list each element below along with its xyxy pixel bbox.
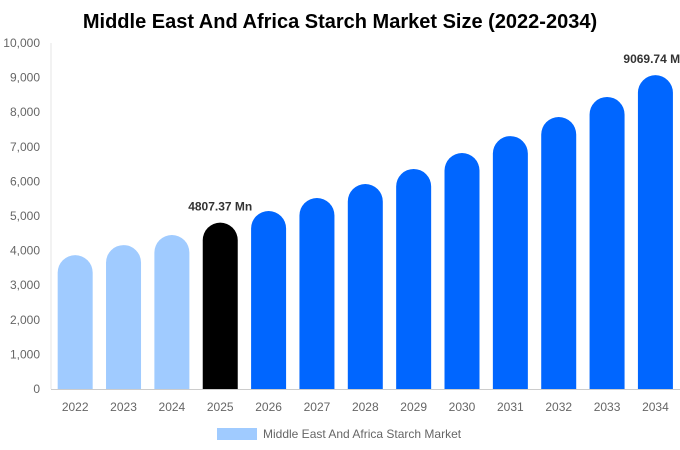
bar-2026[interactable] <box>251 210 287 389</box>
x-tick-label: 2033 <box>594 400 621 414</box>
bar-2024[interactable] <box>154 235 190 389</box>
y-tick-label: 4,000 <box>10 244 40 258</box>
bar-2022[interactable] <box>57 255 93 389</box>
x-tick-label: 2025 <box>207 400 234 414</box>
y-tick-label: 10,000 <box>3 36 40 50</box>
data-label-2034: 9069.74 Mn <box>623 52 680 66</box>
x-tick-label: 2027 <box>304 400 331 414</box>
data-labels: 4807.37 Mn 9069.74 Mn <box>188 52 680 213</box>
x-tick-label: 2028 <box>352 400 379 414</box>
data-label-2025: 4807.37 Mn <box>188 200 252 214</box>
y-tick-label: 1,000 <box>10 347 40 361</box>
legend-label: Middle East And Africa Starch Market <box>263 427 462 441</box>
bar-2027[interactable] <box>299 198 335 389</box>
bar-2032[interactable] <box>541 117 577 389</box>
legend[interactable]: Middle East And Africa Starch Market <box>217 427 462 441</box>
bar-2031[interactable] <box>492 136 528 389</box>
bar-2025[interactable] <box>202 222 238 389</box>
x-tick-label: 2034 <box>642 400 669 414</box>
bar-2033[interactable] <box>589 96 625 389</box>
bar-2030[interactable] <box>444 153 480 389</box>
x-axis: 2022 2023 2024 2025 2026 2027 2028 2029 2030 2031… <box>51 389 680 414</box>
x-tick-label: 2031 <box>497 400 524 414</box>
bar-2023[interactable] <box>106 245 142 389</box>
bar-2028[interactable] <box>347 183 383 389</box>
y-tick-label: 7,000 <box>10 140 40 154</box>
y-tick-label: 5,000 <box>10 209 40 223</box>
y-tick-label: 8,000 <box>10 105 40 119</box>
y-axis: 0 1,000 2,000 3,000 4,000 5,000 6,000 7,000 8,00… <box>3 36 52 396</box>
x-tick-label: 2032 <box>545 400 572 414</box>
x-tick-label: 2026 <box>255 400 282 414</box>
bars <box>57 75 673 389</box>
y-tick-label: 6,000 <box>10 174 40 188</box>
chart-title: Middle East And Africa Starch Market Siz… <box>83 11 597 33</box>
bar-2034[interactable] <box>637 75 673 389</box>
x-tick-label: 2023 <box>110 400 137 414</box>
legend-swatch <box>217 428 257 440</box>
y-tick-label: 3,000 <box>10 278 40 292</box>
y-tick-label: 2,000 <box>10 313 40 327</box>
bar-2029[interactable] <box>396 168 432 389</box>
y-tick-label: 0 <box>33 382 40 396</box>
x-tick-label: 2024 <box>159 400 186 414</box>
x-tick-label: 2022 <box>62 400 89 414</box>
x-tick-label: 2029 <box>400 400 427 414</box>
x-tick-label: 2030 <box>449 400 476 414</box>
y-tick-label: 9,000 <box>10 71 40 85</box>
